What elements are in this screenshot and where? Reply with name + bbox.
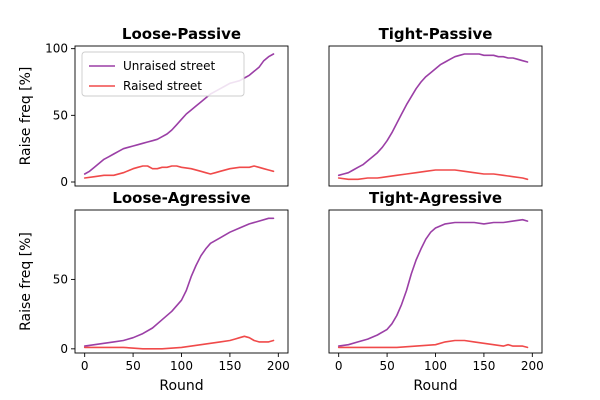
x-tick-label: 100 xyxy=(424,359,447,373)
x-tick-label: 0 xyxy=(81,359,89,373)
panel-2: Loose-Agressive 0 50 0 50 100 150 200 Raise freq… xyxy=(18,189,290,394)
x-tick-label: 0 xyxy=(335,359,343,373)
x-tick-label: 50 xyxy=(379,359,394,373)
legend-box xyxy=(81,51,245,97)
panel-title: Tight-Agressive xyxy=(369,189,502,207)
series-line-raised-street xyxy=(83,165,275,179)
panel-title: Tight-Passive xyxy=(379,25,493,43)
y-tick-label: 50 xyxy=(53,272,68,286)
legend-label: Raised street xyxy=(123,79,202,93)
series-line-raised-street xyxy=(337,339,529,349)
x-tick-label: 150 xyxy=(218,359,241,373)
x-tick-label: 50 xyxy=(125,359,140,373)
legend: Unraised street Raised street xyxy=(81,51,245,97)
panel-3: Tight-Agressive 0 50 100 150 200 Round xyxy=(328,189,544,394)
x-tick-label: 200 xyxy=(521,359,544,373)
x-tick-label: 100 xyxy=(170,359,193,373)
y-tick-label: 0 xyxy=(60,175,68,189)
plot-frame xyxy=(328,45,543,187)
series-line-raised-street xyxy=(83,335,275,350)
y-tick-label: 50 xyxy=(53,108,68,122)
series-line-unraised-street xyxy=(337,53,529,177)
panel-title: Loose-Passive xyxy=(122,25,241,43)
legend-label: Unraised street xyxy=(123,59,215,73)
y-tick-label: 100 xyxy=(45,42,68,56)
series-line-raised-street xyxy=(337,169,529,181)
plot-frame xyxy=(74,45,289,187)
panel-1: Tight-Passive xyxy=(328,25,543,187)
series-line-unraised-street xyxy=(337,218,529,347)
x-axis-label: Round xyxy=(159,378,203,394)
y-axis-label: Raise freq [%] xyxy=(18,232,34,331)
y-axis-label: Raise freq [%] xyxy=(18,67,34,166)
series-line-unraised-street xyxy=(83,217,275,347)
panel-title: Loose-Agressive xyxy=(112,189,250,207)
x-axis-label: Round xyxy=(413,378,457,394)
x-tick-label: 150 xyxy=(472,359,495,373)
panel-0: Loose-Passive 0 50 100 Raise freq [%] Unraise… xyxy=(18,25,289,189)
x-tick-label: 200 xyxy=(267,359,290,373)
y-tick-label: 0 xyxy=(60,342,68,356)
